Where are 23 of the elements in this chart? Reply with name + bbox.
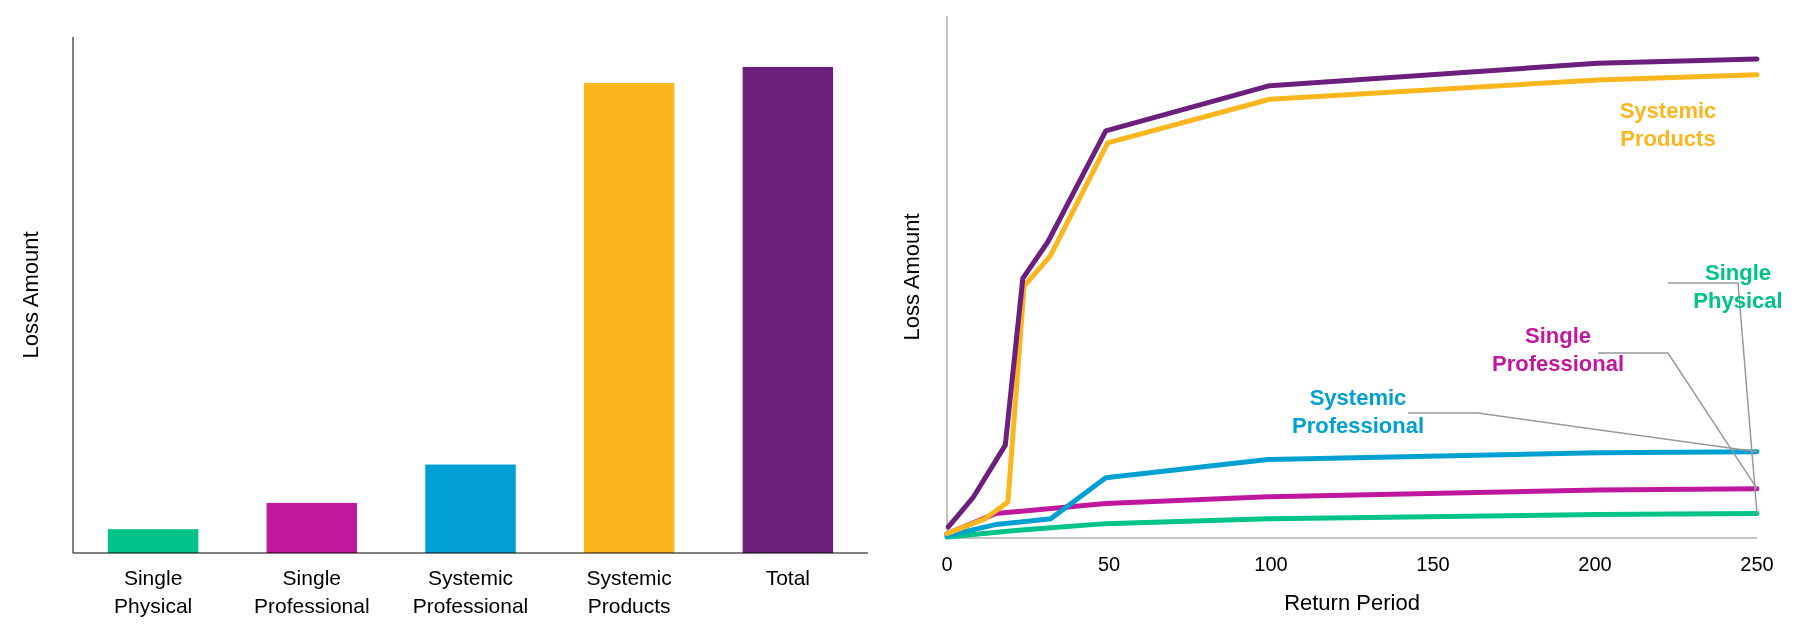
bar xyxy=(742,67,834,553)
y-axis-title: Loss Amount xyxy=(18,231,43,359)
y-axis-title: Loss Amount xyxy=(899,213,924,341)
bar xyxy=(583,83,675,553)
x-tick-label: Single Professional xyxy=(254,566,370,617)
x-tick-label: 150 xyxy=(1416,553,1450,575)
x-tick-label: Systemic Professional xyxy=(412,566,529,617)
x-axis-title: Return Period xyxy=(1284,590,1420,615)
x-tick-label: 50 xyxy=(1097,553,1121,575)
x-tick-label: Single Physical xyxy=(114,566,193,617)
x-tick-label: Total xyxy=(765,566,811,589)
text: Single Professional xyxy=(1491,323,1625,376)
x-tick-label: 250 xyxy=(1740,553,1774,575)
x-tick-label: Systemic Products xyxy=(586,566,672,617)
bar xyxy=(425,464,516,553)
bar xyxy=(266,502,358,553)
x-tick-label: 200 xyxy=(1578,553,1612,575)
x-tick-label: 100 xyxy=(1254,553,1288,575)
series-label: Systemic Professional xyxy=(1291,385,1425,438)
series-label: Systemic Products xyxy=(1619,98,1717,151)
text: Single Physical xyxy=(1693,260,1783,313)
bar xyxy=(107,529,199,553)
x-tick-label: 0 xyxy=(941,553,953,575)
